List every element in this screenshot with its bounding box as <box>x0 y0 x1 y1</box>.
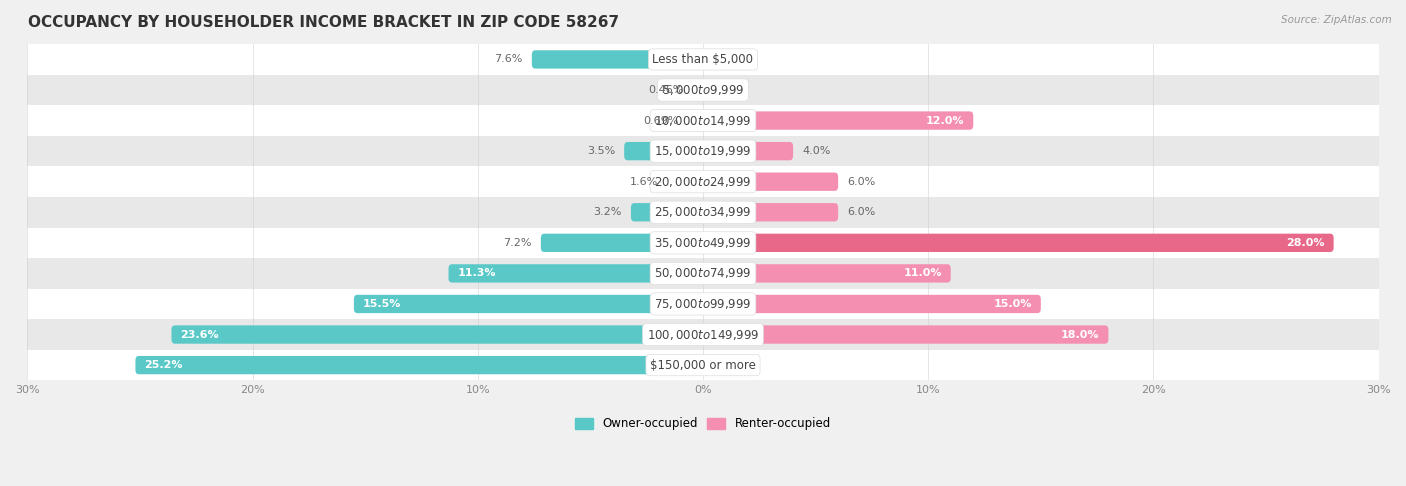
Legend: Owner-occupied, Renter-occupied: Owner-occupied, Renter-occupied <box>571 413 835 435</box>
FancyBboxPatch shape <box>703 295 1040 313</box>
FancyBboxPatch shape <box>693 81 703 99</box>
FancyBboxPatch shape <box>531 50 703 69</box>
FancyBboxPatch shape <box>688 111 703 130</box>
Text: 11.3%: 11.3% <box>457 268 496 278</box>
Bar <box>27 166 1379 197</box>
Bar <box>27 44 1379 75</box>
Text: 3.5%: 3.5% <box>586 146 616 156</box>
Text: $35,000 to $49,999: $35,000 to $49,999 <box>654 236 752 250</box>
Text: $150,000 or more: $150,000 or more <box>650 359 756 372</box>
FancyBboxPatch shape <box>666 173 703 191</box>
Bar <box>27 136 1379 166</box>
Bar <box>27 227 1379 258</box>
Text: $100,000 to $149,999: $100,000 to $149,999 <box>647 328 759 342</box>
Text: OCCUPANCY BY HOUSEHOLDER INCOME BRACKET IN ZIP CODE 58267: OCCUPANCY BY HOUSEHOLDER INCOME BRACKET … <box>28 15 619 30</box>
Text: $20,000 to $24,999: $20,000 to $24,999 <box>654 174 752 189</box>
FancyBboxPatch shape <box>703 325 1108 344</box>
Text: 12.0%: 12.0% <box>925 116 965 125</box>
Text: 7.2%: 7.2% <box>503 238 531 248</box>
Text: 7.6%: 7.6% <box>495 54 523 65</box>
Text: 11.0%: 11.0% <box>903 268 942 278</box>
FancyBboxPatch shape <box>354 295 703 313</box>
Text: 4.0%: 4.0% <box>801 146 831 156</box>
Text: 15.0%: 15.0% <box>994 299 1032 309</box>
Bar <box>27 105 1379 136</box>
FancyBboxPatch shape <box>703 203 838 222</box>
Text: 25.2%: 25.2% <box>145 360 183 370</box>
FancyBboxPatch shape <box>541 234 703 252</box>
Text: 15.5%: 15.5% <box>363 299 401 309</box>
Text: 23.6%: 23.6% <box>180 330 219 340</box>
Bar <box>27 75 1379 105</box>
FancyBboxPatch shape <box>135 356 703 374</box>
Text: 0.69%: 0.69% <box>643 116 679 125</box>
Bar <box>27 197 1379 227</box>
FancyBboxPatch shape <box>172 325 703 344</box>
Bar <box>27 289 1379 319</box>
Text: 3.2%: 3.2% <box>593 207 621 217</box>
FancyBboxPatch shape <box>624 142 703 160</box>
Text: $75,000 to $99,999: $75,000 to $99,999 <box>654 297 752 311</box>
FancyBboxPatch shape <box>703 234 1334 252</box>
Text: 6.0%: 6.0% <box>848 207 876 217</box>
Bar <box>27 350 1379 381</box>
Bar <box>27 319 1379 350</box>
Bar <box>27 258 1379 289</box>
Text: $25,000 to $34,999: $25,000 to $34,999 <box>654 205 752 219</box>
FancyBboxPatch shape <box>703 264 950 282</box>
FancyBboxPatch shape <box>449 264 703 282</box>
Text: $10,000 to $14,999: $10,000 to $14,999 <box>654 114 752 127</box>
Text: 6.0%: 6.0% <box>848 177 876 187</box>
Text: $5,000 to $9,999: $5,000 to $9,999 <box>662 83 744 97</box>
Text: 28.0%: 28.0% <box>1286 238 1324 248</box>
FancyBboxPatch shape <box>703 142 793 160</box>
Text: $50,000 to $74,999: $50,000 to $74,999 <box>654 266 752 280</box>
Text: 18.0%: 18.0% <box>1062 330 1099 340</box>
Text: Source: ZipAtlas.com: Source: ZipAtlas.com <box>1281 15 1392 25</box>
FancyBboxPatch shape <box>703 173 838 191</box>
FancyBboxPatch shape <box>703 111 973 130</box>
FancyBboxPatch shape <box>631 203 703 222</box>
Text: Less than $5,000: Less than $5,000 <box>652 53 754 66</box>
Text: 0.46%: 0.46% <box>648 85 683 95</box>
Text: $15,000 to $19,999: $15,000 to $19,999 <box>654 144 752 158</box>
Text: 1.6%: 1.6% <box>630 177 658 187</box>
